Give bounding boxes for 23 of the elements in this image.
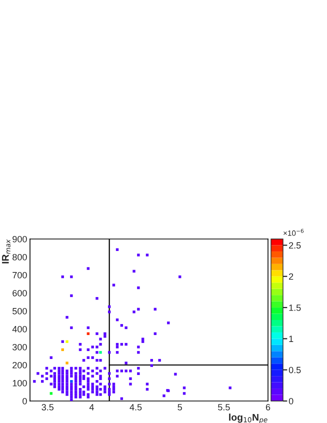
color-bar-label: 1.5 xyxy=(289,304,301,311)
x-tick-label: 3.5 xyxy=(42,404,54,410)
color-bar-label: 2 xyxy=(289,273,294,280)
color-bar-label: 0.5 xyxy=(288,366,301,374)
color-bar-label: 1 xyxy=(289,336,294,342)
y-tick-label: 0 xyxy=(22,398,27,404)
y-tick-label: 600 xyxy=(12,290,27,296)
x-tick-label: 4.5 xyxy=(130,404,142,410)
y-tick-label: 300 xyxy=(12,344,27,350)
y-tick-label: 900 xyxy=(12,236,27,242)
x-tick-label: 6 xyxy=(266,404,270,410)
y-tick-label: 500 xyxy=(12,308,27,314)
y-axis-title: IR$_{max}$ xyxy=(2,239,10,264)
y-tick-label: 200 xyxy=(12,362,27,368)
x-tick-label: 4 xyxy=(89,404,94,410)
x-tick-label: 5 xyxy=(178,404,182,410)
color-bar-label: 2.5 xyxy=(289,242,301,249)
y-tick-label: 100 xyxy=(12,380,27,386)
x-tick-label: 5.5 xyxy=(218,404,230,410)
color-bar-label: 0 xyxy=(288,398,294,404)
y-tick-label: 700 xyxy=(12,272,27,278)
y-tick-label: 400 xyxy=(12,326,27,332)
y-tick-label: 800 xyxy=(12,254,27,260)
